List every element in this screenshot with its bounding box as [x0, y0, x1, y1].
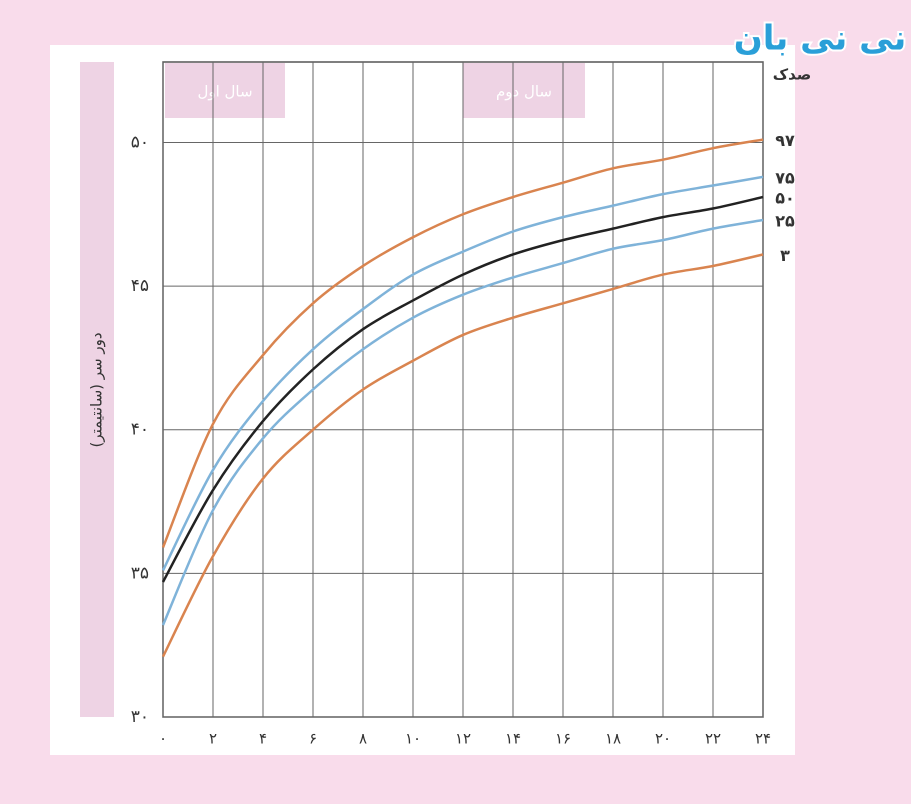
y-tick-label: ۵۰: [131, 132, 149, 152]
series-line: [161, 195, 764, 583]
x-tick-label: ۰: [159, 730, 167, 748]
x-tick-label: ۱۲: [455, 730, 471, 748]
legend-title: صدک: [773, 66, 812, 84]
logo: نی نی بان: [734, 19, 907, 59]
legend-label: ۹۷: [775, 131, 795, 150]
period-label: سال اول: [197, 83, 252, 101]
legend-label: ۷۵: [775, 168, 795, 187]
series-line: [161, 138, 764, 548]
period-box: [165, 63, 285, 118]
series-line: [161, 175, 764, 572]
legend-label: ۲۵: [775, 212, 795, 231]
period-label: سال دوم: [496, 83, 552, 101]
panel: [50, 45, 795, 755]
legend-label: ۵۰: [775, 189, 795, 208]
series-line: [161, 218, 764, 626]
y-tick-label: ۴۵: [131, 276, 149, 296]
series-line: [161, 253, 764, 658]
x-tick-label: ۱۰: [405, 730, 421, 748]
x-tick-label: ۲۴: [755, 730, 771, 748]
y-tick-label: ۳۵: [131, 563, 149, 583]
x-tick-label: ۲۰: [655, 730, 671, 748]
x-tick-label: ۱۸: [605, 730, 621, 748]
x-tick-label: ۲: [209, 730, 217, 748]
y-tick-label: ۴۰: [131, 420, 149, 440]
x-tick-label: ۴: [259, 730, 267, 748]
x-tick-label: ۱۶: [555, 730, 571, 748]
x-tick-label: ۶: [309, 730, 317, 748]
x-tick-label: ۸: [359, 730, 367, 748]
x-tick-label: ۲۲: [705, 730, 721, 748]
x-tick-label: ۱۴: [505, 730, 521, 748]
period-box: [463, 63, 585, 118]
axis-strip: [80, 62, 114, 717]
y-tick-label: ۳۰: [131, 707, 149, 727]
legend-label: ۳: [780, 246, 790, 265]
y-title: دور سر (سانتیمتر): [88, 332, 106, 447]
